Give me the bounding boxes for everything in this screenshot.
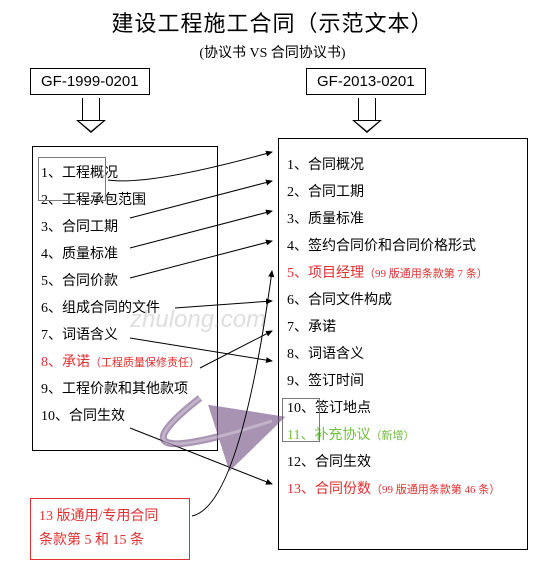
list-item: 1、合同概况 xyxy=(287,154,519,174)
list-item: 9、签订时间 xyxy=(287,370,519,390)
list-item: 13、合同份数（99 版通用条款第 46 条） xyxy=(287,478,519,498)
group-bracket xyxy=(38,157,106,201)
group-bracket xyxy=(282,398,320,442)
list-item: 10、签订地点 xyxy=(287,397,519,417)
list-item: 11、补充协议（新增） xyxy=(287,424,519,444)
right-header-box: GF-2013-0201 xyxy=(306,68,426,95)
arrow-down-icon xyxy=(352,98,382,143)
page-subtitle: (协议书 VS 合同协议书) xyxy=(0,42,545,62)
list-item: 4、质量标准 xyxy=(41,243,209,263)
list-item: 2、合同工期 xyxy=(287,181,519,201)
list-item: 3、合同工期 xyxy=(41,216,209,236)
list-item: 10、合同生效 xyxy=(41,405,209,425)
item-paren: （99 版通用条款第 7 条） xyxy=(364,268,488,280)
footnote-line: 条款第 5 和 15 条 xyxy=(39,529,181,553)
list-item: 4、签约合同价和合同价格形式 xyxy=(287,235,519,255)
arrow-down-icon xyxy=(76,98,106,143)
list-item: 7、词语含义 xyxy=(41,324,209,344)
list-item: 9、工程价款和其他款项 xyxy=(41,378,209,398)
footnote-line: 13 版通用/专用合同 xyxy=(39,505,181,529)
list-item: 12、合同生效 xyxy=(287,451,519,471)
list-item: 6、组成合同的文件 xyxy=(41,297,209,317)
list-item: 5、项目经理（99 版通用条款第 7 条） xyxy=(287,262,519,282)
left-header-box: GF-1999-0201 xyxy=(30,68,150,95)
list-item: 8、词语含义 xyxy=(287,343,519,363)
page-title: 建设工程施工合同（示范文本） xyxy=(0,6,545,38)
list-item: 8、承诺（工程质量保修责任） xyxy=(41,351,209,371)
item-paren: （新增） xyxy=(370,430,414,442)
list-item: 6、合同文件构成 xyxy=(287,289,519,309)
list-item: 5、合同价款 xyxy=(41,270,209,290)
item-paren: （99 版通用条款第 46 条） xyxy=(371,484,500,496)
list-item: 3、质量标准 xyxy=(287,208,519,228)
footnote-box: 13 版通用/专用合同 条款第 5 和 15 条 xyxy=(30,498,190,560)
right-column-box: 1、合同概况 2、合同工期 3、质量标准 4、签约合同价和合同价格形式 5、项目经理（9… xyxy=(278,138,528,550)
list-item: 7、承诺 xyxy=(287,316,519,336)
item-paren: （工程质量保修责任） xyxy=(90,357,200,369)
